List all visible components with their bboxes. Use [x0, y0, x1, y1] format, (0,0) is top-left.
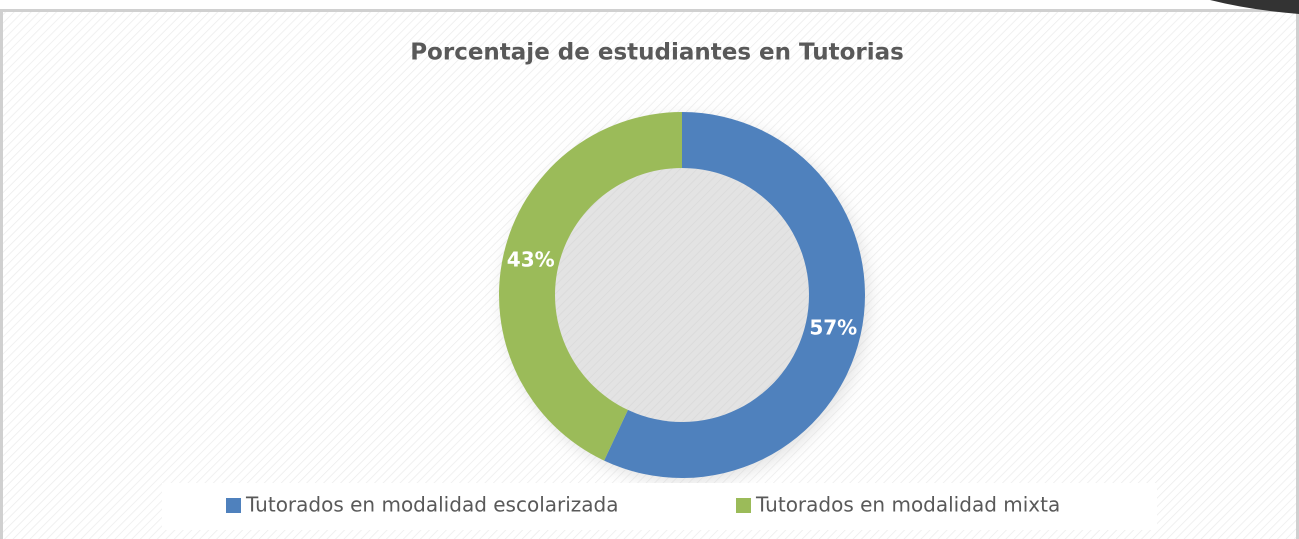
legend-swatch	[226, 498, 241, 513]
page: {"chart_data": {"type": "doughnut", "tit…	[0, 0, 1299, 539]
chart: Porcentaje de estudiantes en Tutorias 57…	[0, 0, 1299, 539]
chart-title: Porcentaje de estudiantes en Tutorias	[410, 40, 904, 66]
data-label: 43%	[507, 248, 555, 272]
legend-label: Tutorados en modalidad escolarizada	[245, 493, 619, 517]
legend-swatch	[736, 498, 751, 513]
legend-label: Tutorados en modalidad mixta	[755, 493, 1060, 517]
data-label: 57%	[809, 315, 857, 339]
